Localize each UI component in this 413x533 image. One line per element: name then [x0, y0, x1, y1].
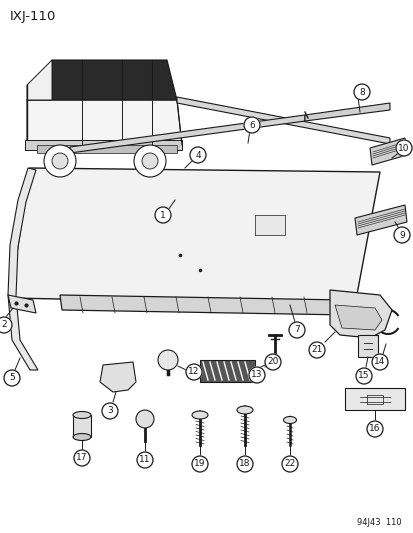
Circle shape — [137, 452, 153, 468]
Circle shape — [142, 153, 158, 169]
Text: 3: 3 — [107, 407, 113, 416]
Text: 13: 13 — [251, 370, 262, 379]
Text: 2: 2 — [1, 320, 7, 329]
Circle shape — [371, 354, 387, 370]
Circle shape — [102, 403, 118, 419]
Ellipse shape — [192, 411, 207, 419]
Circle shape — [393, 227, 409, 243]
Polygon shape — [344, 388, 404, 410]
Polygon shape — [27, 60, 177, 100]
Circle shape — [52, 153, 68, 169]
Circle shape — [44, 145, 76, 177]
Circle shape — [74, 450, 90, 466]
Circle shape — [154, 207, 171, 223]
Circle shape — [185, 364, 202, 380]
Circle shape — [134, 145, 166, 177]
Text: 16: 16 — [368, 424, 380, 433]
Text: 9: 9 — [398, 230, 404, 239]
Circle shape — [281, 456, 297, 472]
Circle shape — [236, 456, 252, 472]
Text: 17: 17 — [76, 454, 88, 463]
Circle shape — [192, 456, 207, 472]
Text: 21: 21 — [311, 345, 322, 354]
Polygon shape — [60, 295, 347, 315]
Text: IXJ-110: IXJ-110 — [10, 10, 56, 22]
Circle shape — [190, 147, 206, 163]
Text: 22: 22 — [284, 459, 295, 469]
Ellipse shape — [73, 411, 91, 418]
Polygon shape — [37, 145, 177, 153]
Ellipse shape — [236, 406, 252, 414]
Text: 14: 14 — [373, 358, 385, 367]
Polygon shape — [27, 100, 182, 145]
Polygon shape — [27, 60, 52, 100]
Polygon shape — [100, 362, 136, 392]
Circle shape — [355, 368, 371, 384]
Text: 1: 1 — [160, 211, 166, 220]
Text: 8: 8 — [358, 87, 364, 96]
Text: 6: 6 — [249, 120, 254, 130]
Circle shape — [395, 140, 411, 156]
Polygon shape — [254, 215, 284, 235]
Text: 11: 11 — [139, 456, 150, 464]
Polygon shape — [329, 290, 391, 338]
Text: 12: 12 — [188, 367, 199, 376]
Circle shape — [243, 117, 259, 133]
Text: 7: 7 — [293, 326, 299, 335]
Polygon shape — [199, 360, 254, 382]
Polygon shape — [70, 115, 304, 153]
Circle shape — [264, 354, 280, 370]
Text: 19: 19 — [194, 459, 205, 469]
Circle shape — [112, 372, 124, 384]
Circle shape — [248, 367, 264, 383]
Polygon shape — [354, 205, 406, 235]
Text: 10: 10 — [397, 143, 409, 152]
Polygon shape — [357, 335, 377, 357]
Polygon shape — [369, 138, 406, 165]
Circle shape — [353, 84, 369, 100]
Text: 5: 5 — [9, 374, 15, 383]
Text: 94J43  110: 94J43 110 — [356, 519, 401, 528]
Circle shape — [4, 370, 20, 386]
Polygon shape — [10, 168, 379, 305]
Circle shape — [0, 317, 12, 333]
Circle shape — [136, 410, 154, 428]
Circle shape — [158, 350, 178, 370]
Polygon shape — [8, 295, 36, 313]
Polygon shape — [177, 97, 389, 144]
Text: 20: 20 — [267, 358, 278, 367]
Polygon shape — [73, 415, 91, 437]
Polygon shape — [25, 140, 182, 150]
Polygon shape — [304, 103, 389, 121]
Text: 4: 4 — [195, 150, 200, 159]
Polygon shape — [334, 305, 381, 330]
Polygon shape — [8, 168, 38, 370]
Ellipse shape — [73, 433, 91, 440]
Circle shape — [308, 342, 324, 358]
Circle shape — [288, 322, 304, 338]
Circle shape — [366, 421, 382, 437]
Ellipse shape — [283, 416, 296, 424]
Text: 18: 18 — [239, 459, 250, 469]
Text: 15: 15 — [357, 372, 369, 381]
